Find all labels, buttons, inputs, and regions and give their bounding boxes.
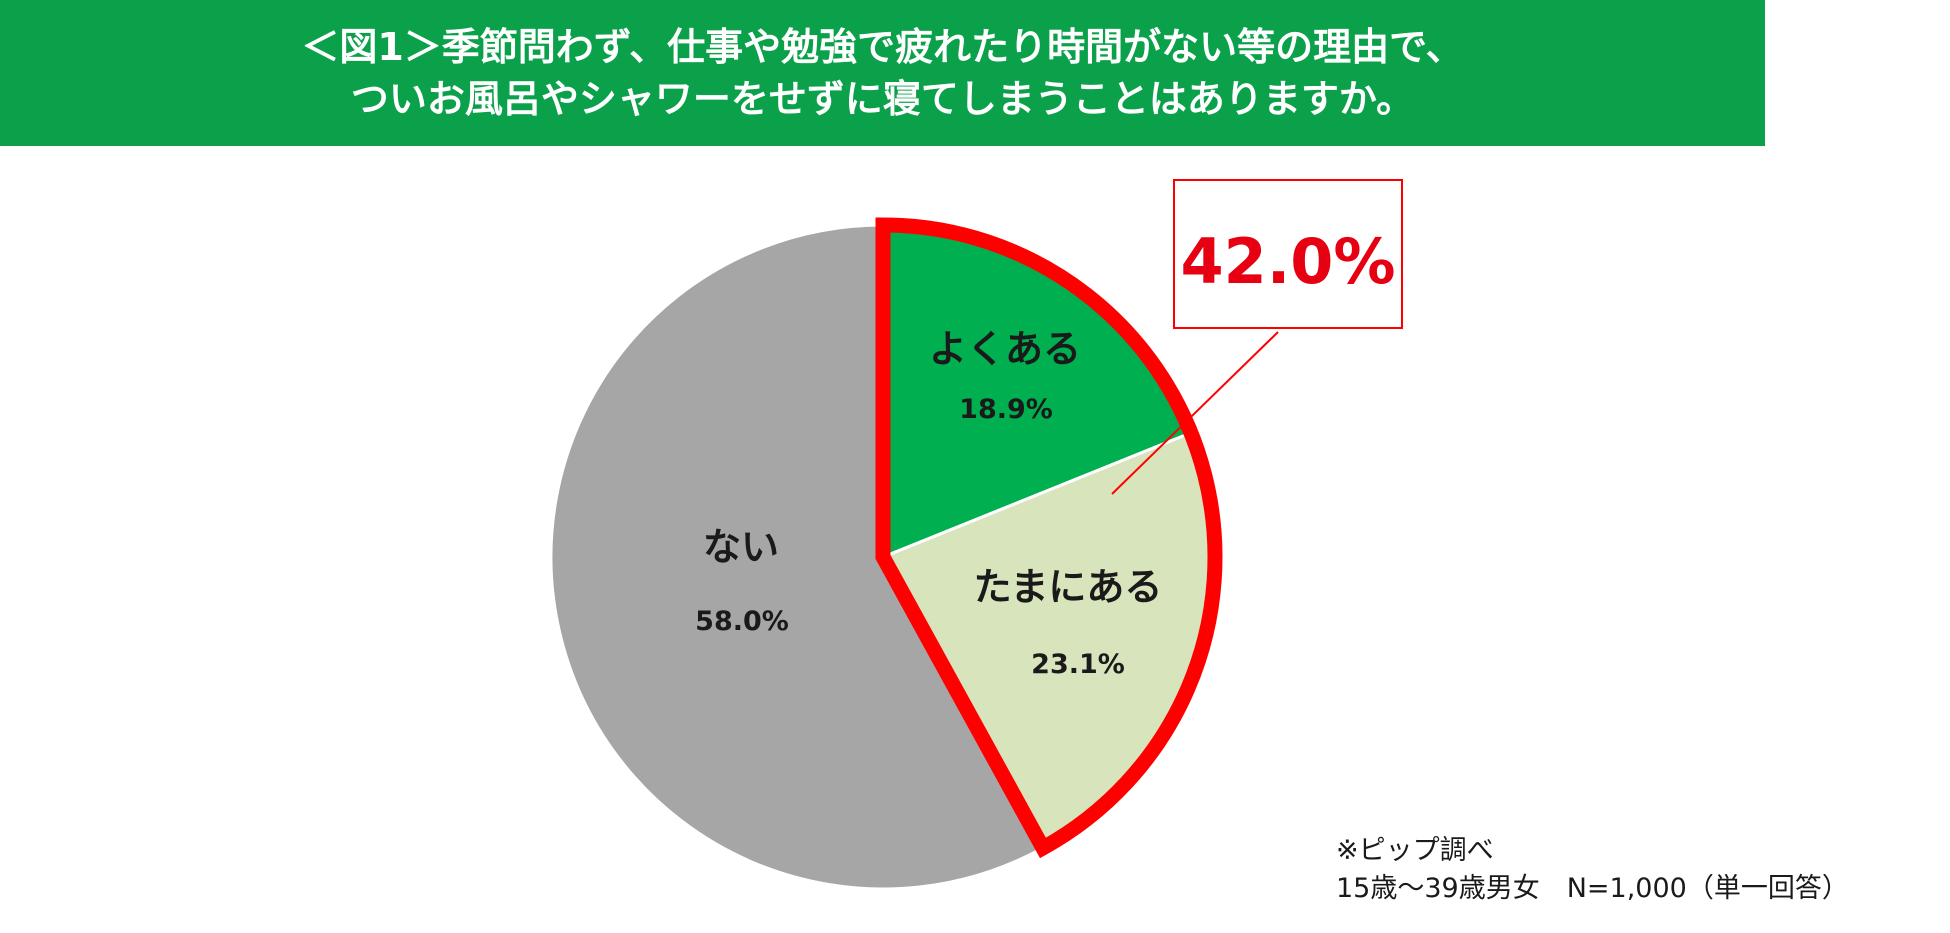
callout-leader-line bbox=[1111, 331, 1279, 495]
slice-nai bbox=[549, 223, 1045, 891]
callout-box bbox=[1173, 179, 1403, 329]
slice-value-yokuaru: 18.9% bbox=[959, 394, 1053, 425]
slice-value-nai: 58.0% bbox=[695, 606, 789, 637]
slice-label-yokuaru: よくある bbox=[929, 327, 1081, 371]
slice-label-tamaniaru: たまにある bbox=[974, 565, 1163, 609]
source-note: ※ピップ調べ 15歳～39歳男女 N=1,000（単一回答） bbox=[1336, 832, 1849, 908]
source-line-2: 15歳～39歳男女 N=1,000（単一回答） bbox=[1336, 873, 1849, 904]
title-banner: ＜図1＞季節問わず、仕事や勉強で疲れたり時間がない等の理由で、 ついお風呂やシャ… bbox=[0, 0, 1765, 146]
highlight-outline bbox=[875, 217, 1223, 859]
title-line-2: ついお風呂やシャワーをせずに寝てしまうことはありますか。 bbox=[350, 77, 1415, 121]
slice-label-nai: ない bbox=[703, 525, 779, 569]
title-line-1: ＜図1＞季節問わず、仕事や勉強で疲れたり時間がない等の理由で、 bbox=[301, 25, 1464, 69]
slice-value-tamaniaru: 23.1% bbox=[1031, 649, 1125, 680]
source-line-1: ※ピップ調べ bbox=[1336, 835, 1494, 866]
callout-total-label: 42.0% bbox=[1180, 225, 1395, 298]
